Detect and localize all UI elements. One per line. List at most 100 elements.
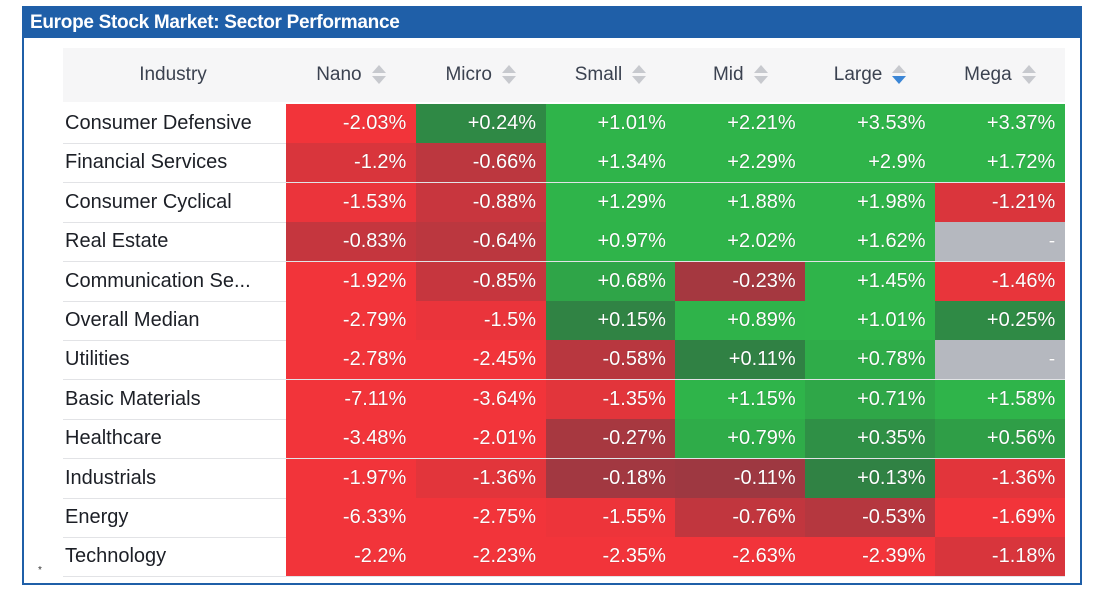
- table-row: Industrials -1.97% -1.36% -0.18% -0.11% +0.13…: [63, 458, 1066, 499]
- sort-icon[interactable]: [632, 64, 647, 86]
- heatmap-cell-mega: +1.58%: [935, 379, 1066, 419]
- industry-label[interactable]: Overall Median: [65, 309, 200, 331]
- industry-label[interactable]: Energy: [65, 506, 129, 528]
- industry-label[interactable]: Basic Materials: [65, 387, 201, 410]
- column-header-label: Small: [574, 64, 623, 85]
- column-header-industry[interactable]: Industry: [139, 64, 207, 85]
- heatmap-cell-mega: -1.69%: [935, 498, 1066, 537]
- heatmap-cell-micro: -0.64%: [415, 222, 547, 262]
- heatmap-cell-micro: -0.88%: [415, 182, 547, 222]
- heatmap-cell-nano: -1.2%: [286, 143, 417, 183]
- heatmap-cell-small: -2.35%: [545, 537, 676, 577]
- heatmap-cell-mid: +0.79%: [675, 419, 806, 459]
- heatmap-cell-mega: +3.37%: [935, 104, 1066, 143]
- sort-icon[interactable]: [1021, 64, 1036, 86]
- industry-label[interactable]: Technology: [65, 545, 167, 568]
- table-header: Industry Nano Micro Small Mid Large Mega: [63, 48, 1065, 102]
- column-header-mega[interactable]: Mega: [935, 48, 1065, 102]
- heatmap-cell-mid: -2.63%: [675, 537, 806, 577]
- heatmap-cell-large: +0.71%: [805, 379, 936, 419]
- heatmap-cell-micro: -2.45%: [415, 340, 547, 380]
- heatmap-cell-nano: -2.03%: [286, 104, 417, 143]
- heatmap-cell-mega: +1.72%: [935, 143, 1066, 183]
- heatmap-cell-large: +2.9%: [805, 143, 936, 183]
- industry-label[interactable]: Financial Services: [65, 151, 228, 174]
- heatmap-cell-mega: -1.36%: [935, 458, 1066, 498]
- heatmap-cell-large: +1.45%: [805, 261, 936, 301]
- table-row: Consumer Defensive -2.03% +0.24% +1.01% +2.2…: [63, 104, 1066, 144]
- heatmap-cell-large: +3.53%: [805, 104, 936, 143]
- heatmap-cell-small: +0.68%: [545, 261, 676, 301]
- column-header-label: Nano: [316, 64, 362, 85]
- heatmap-cell-micro: -1.5%: [415, 301, 547, 340]
- heatmap-cell-nano: -0.83%: [286, 222, 417, 262]
- industry-label[interactable]: Communication Se...: [65, 269, 251, 292]
- heatmap-cell-micro: -0.85%: [415, 261, 547, 301]
- heatmap-cell-micro: -3.64%: [415, 379, 547, 419]
- column-header-mid[interactable]: Mid: [675, 48, 805, 102]
- heatmap-cell-small: +0.15%: [545, 301, 676, 340]
- heatmap-cell-mid: +1.15%: [675, 379, 806, 419]
- heatmap-cell-nano: -1.92%: [286, 261, 417, 301]
- heatmap-cell-mega: +0.56%: [935, 419, 1066, 459]
- heatmap-cell-mega: -1.46%: [935, 261, 1066, 301]
- sort-icon[interactable]: [501, 64, 516, 86]
- heatmap-cell-mega: -: [935, 340, 1066, 380]
- heatmap-cell-mega: -1.18%: [935, 537, 1066, 577]
- column-header-label: Mega: [964, 64, 1012, 85]
- table-row: Consumer Cyclical -1.53% -0.88% +1.29% +1.88…: [63, 182, 1066, 223]
- heatmap-cell-micro: -2.23%: [415, 537, 547, 577]
- column-header-label: Mid: [712, 64, 744, 85]
- heatmap-cell-large: +1.01%: [805, 301, 936, 340]
- heatmap-cell-small: -0.58%: [545, 340, 676, 380]
- heatmap-cell-mid: -0.11%: [675, 458, 806, 498]
- column-header-label: Micro: [445, 64, 492, 85]
- column-header-large[interactable]: Large: [805, 48, 935, 102]
- heatmap-cell-small: -1.35%: [545, 379, 676, 419]
- heatmap-cell-nano: -2.79%: [286, 301, 417, 340]
- heatmap-cell-mid: -0.76%: [675, 498, 806, 537]
- table-row: Energy -6.33% -2.75% -1.55% -0.76% -0.53% -1.6…: [63, 498, 1066, 538]
- heatmap-cell-mid: +0.89%: [675, 301, 806, 340]
- heatmap-cell-small: +1.29%: [545, 182, 676, 222]
- heatmap-cell-nano: -1.53%: [286, 182, 417, 222]
- heatmap-cell-large: +1.62%: [805, 222, 936, 262]
- industry-label[interactable]: Healthcare: [65, 427, 162, 450]
- column-header-small[interactable]: Small: [546, 48, 676, 102]
- column-header-micro[interactable]: Micro: [416, 48, 546, 102]
- heatmap-cell-micro: +0.24%: [415, 104, 547, 143]
- industry-label[interactable]: Industrials: [65, 466, 157, 489]
- table-row: Real Estate -0.83% -0.64% +0.97% +2.02% +1.62…: [63, 222, 1066, 263]
- heatmap-cell-nano: -7.11%: [286, 379, 417, 419]
- sort-icon[interactable]: [892, 64, 907, 86]
- heatmap-cell-mid: +2.21%: [675, 104, 806, 143]
- industry-label[interactable]: Utilities: [65, 348, 130, 371]
- heatmap-cell-large: +1.98%: [805, 182, 936, 222]
- heatmap-cell-large: -2.39%: [805, 537, 936, 577]
- heatmap-cell-mega: -: [935, 222, 1066, 262]
- sort-icon[interactable]: [753, 64, 768, 86]
- column-header-nano[interactable]: Nano: [286, 48, 416, 102]
- heatmap-cell-nano: -2.2%: [286, 537, 417, 577]
- heatmap-cell-mega: +0.25%: [935, 301, 1066, 340]
- heatmap-cell-mega: -1.21%: [935, 182, 1066, 222]
- heatmap-cell-large: -0.53%: [805, 498, 936, 537]
- table-row: Basic Materials -7.11% -3.64% -1.35% +1.15% +…: [63, 379, 1066, 420]
- heatmap-cell-mid: +2.02%: [675, 222, 806, 262]
- heatmap-cell-nano: -6.33%: [286, 498, 417, 537]
- heatmap-cell-small: +0.97%: [545, 222, 676, 262]
- heatmap-cell-micro: -0.66%: [415, 143, 547, 183]
- sort-icon[interactable]: [371, 64, 386, 86]
- table-row: Financial Services -1.2% -0.66% +1.34% +2.29…: [63, 143, 1066, 184]
- industry-label[interactable]: Real Estate: [65, 230, 169, 253]
- heatmap-cell-large: +0.78%: [805, 340, 936, 380]
- heatmap-cell-mid: -0.23%: [675, 261, 806, 301]
- industry-label[interactable]: Consumer Cyclical: [65, 190, 232, 213]
- table-row: Overall Median -2.79% -1.5% +0.15% +0.89% +1.…: [63, 301, 1066, 341]
- heatmap-cell-small: +1.34%: [545, 143, 676, 183]
- heatmap-cell-small: -1.55%: [545, 498, 676, 537]
- heatmap-cell-large: +0.13%: [805, 458, 936, 498]
- heatmap-cell-small: +1.01%: [545, 104, 676, 143]
- industry-label[interactable]: Consumer Defensive: [65, 112, 252, 134]
- table-row: Communication Se... -1.92% -0.85% +0.68% -0.…: [63, 261, 1066, 302]
